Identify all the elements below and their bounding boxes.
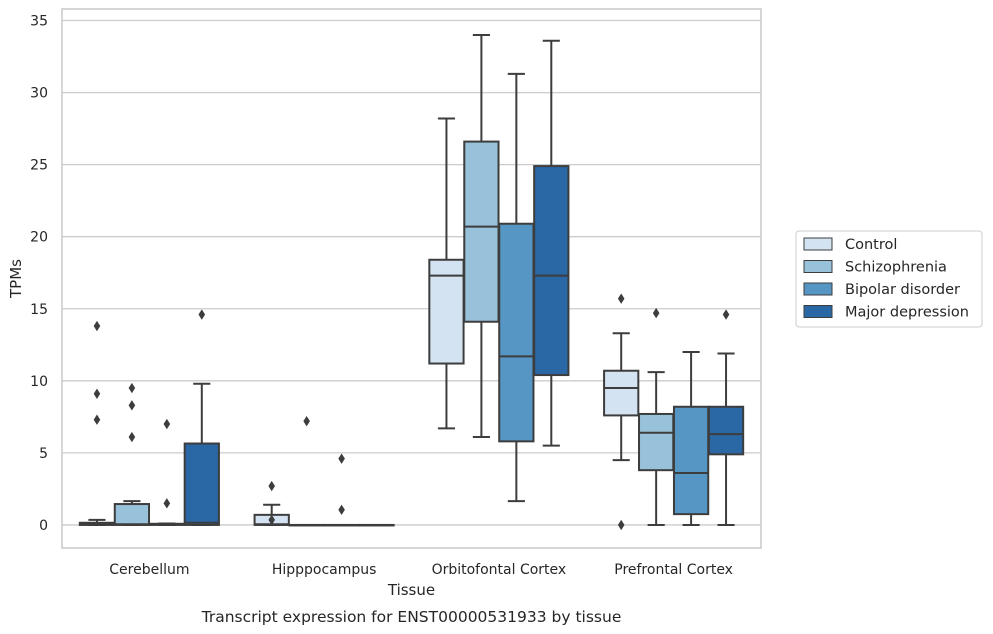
outlier-point (128, 382, 136, 394)
box-iqr (672, 405, 710, 516)
box-3-3 (707, 309, 745, 526)
outlier-point (93, 388, 101, 399)
y-tick-label: 5 (39, 446, 48, 462)
outlier-point (93, 414, 101, 425)
x-tick-labels: Cerebellum Hipppocampus Orbitofontal Corte… (109, 562, 733, 578)
x-axis-label: Tissue (387, 581, 435, 599)
outlier-point (338, 504, 345, 516)
outlier-point (722, 309, 730, 320)
x-tick-label: Orbitofontal Cortex (432, 562, 567, 578)
box-iqr (498, 222, 535, 443)
box-2-2 (498, 72, 535, 503)
outlier-point (163, 418, 171, 430)
outlier-point (268, 480, 275, 492)
box-2-1 (463, 33, 500, 439)
outlier-point (93, 320, 101, 332)
boxes (78, 33, 745, 531)
y-tick-label: 15 (30, 302, 48, 318)
y-tick-label: 25 (30, 158, 48, 174)
box-0-1 (113, 382, 151, 526)
outlier-point (338, 453, 345, 464)
y-tick-label: 10 (30, 374, 48, 390)
box-iqr (428, 258, 465, 365)
outlier-point (303, 415, 310, 427)
legend-swatch (803, 260, 833, 273)
legend-swatch (803, 305, 833, 318)
box-iqr (113, 503, 151, 526)
outlier-point (617, 293, 625, 304)
legend-entry: Schizophrenia (845, 260, 947, 276)
x-tick-label: Hipppocampus (272, 562, 377, 578)
legend-entry: Major depression (845, 305, 969, 321)
y-axis-label: TPMs (7, 259, 25, 299)
outlier-point (268, 514, 275, 526)
legend-swatch (803, 237, 833, 251)
box-iqr (638, 412, 675, 472)
box-0-2 (148, 418, 185, 526)
outlier-point (198, 309, 206, 320)
outlier-point (163, 498, 171, 509)
outlier-point (128, 431, 136, 443)
box-0-3 (183, 309, 220, 526)
box-2-3 (533, 39, 570, 447)
box-iqr (463, 140, 500, 323)
box-3-1 (638, 307, 675, 526)
box-iqr (183, 442, 220, 526)
legend-swatch (803, 282, 833, 296)
outlier-point (652, 307, 660, 319)
y-tick-label: 20 (30, 230, 48, 246)
box-0-0 (78, 320, 116, 526)
y-tick-label: 0 (39, 518, 48, 534)
outlier-point (128, 400, 136, 411)
box-1-2 (323, 453, 360, 527)
chart-caption: Transcript expression for ENST0000053193… (201, 608, 622, 626)
box-iqr (707, 405, 745, 456)
x-tick-label: Prefrontal Cortex (614, 562, 733, 578)
box-1-1 (288, 415, 325, 527)
box-1-3 (358, 523, 395, 527)
outlier-point (617, 519, 625, 531)
box-2-0 (428, 117, 465, 430)
y-tick-labels: 0 5 10 15 20 25 30 35 (30, 14, 48, 534)
legend-frame (795, 230, 983, 328)
legend-entry: Control (845, 237, 897, 253)
legend: Control Schizophrenia Bipolar disorder Majo… (795, 230, 983, 328)
legend-entry: Bipolar disorder (845, 282, 960, 298)
box-3-2 (672, 351, 710, 526)
y-tick-label: 35 (30, 14, 48, 30)
gridlines (62, 19, 761, 526)
box-iqr (533, 165, 570, 377)
y-tick-label: 30 (30, 86, 48, 102)
box-iqr (603, 369, 640, 417)
plot-frame (61, 8, 762, 549)
x-tick-label: Cerebellum (109, 562, 189, 578)
box-1-0 (253, 480, 290, 526)
box-3-0 (603, 293, 640, 531)
